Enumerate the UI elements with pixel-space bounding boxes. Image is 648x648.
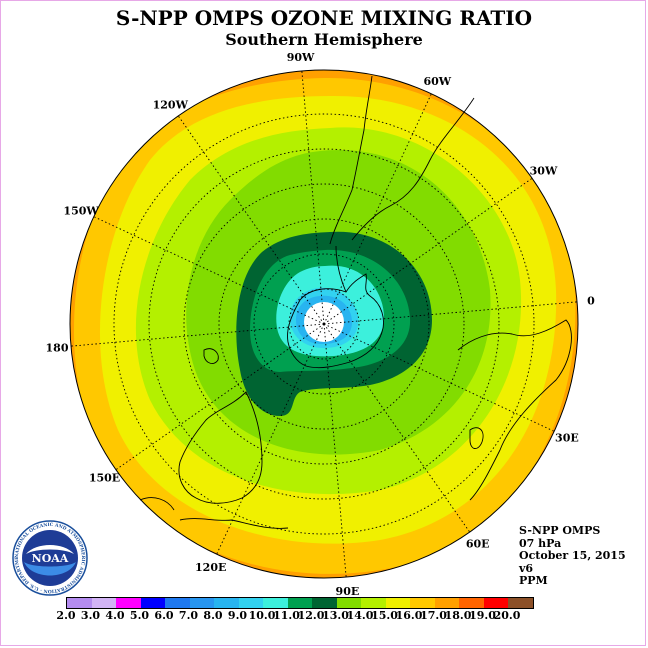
- colorbar-tick-label: 14.0: [346, 609, 374, 622]
- colorbar-tick-label: 9.0: [227, 609, 248, 622]
- colorbar-tick-label: 10.0: [248, 609, 276, 622]
- colorbar-tick-label: 11.0: [273, 609, 300, 622]
- map-title: S-NPP OMPS OZONE MIXING RATIO: [115, 6, 533, 30]
- colorbar-tick-label: 12.0: [297, 609, 325, 622]
- colorbar-tick-label: 4.0: [105, 609, 125, 622]
- colorbar-segment: [336, 598, 361, 608]
- info-level: 07 hPa: [519, 536, 562, 550]
- pole-hole: [304, 302, 344, 342]
- info-units: PPM: [519, 574, 548, 587]
- longitude-label: 60E: [466, 538, 490, 551]
- colorbar-segment: [214, 598, 239, 608]
- longitude-label: 30E: [555, 431, 579, 444]
- colorbar-tick-label: 6.0: [154, 609, 174, 622]
- colorbar-segment: [165, 598, 190, 608]
- colorbar-segment: [238, 598, 263, 608]
- antarctic-peninsula: [335, 245, 347, 293]
- info-version: v6: [519, 561, 534, 575]
- map-boundary: [69, 69, 579, 579]
- colorbar-tick-label: 7.0: [178, 609, 199, 622]
- new-zealand: [203, 348, 219, 364]
- longitude-label: 0: [587, 295, 595, 308]
- colorbar-segment: [287, 598, 312, 608]
- colorbar-tick-label: 15.0: [371, 609, 398, 622]
- south-america-east: [351, 97, 475, 241]
- longitude-labels: 90W 60W 30W 0 30E 60E 90E 120E 150E 180 150W 120W: [46, 51, 596, 598]
- new-guinea: [139, 497, 175, 511]
- longitude-label: 150E: [89, 472, 120, 485]
- colorbar-segment: [483, 598, 508, 608]
- colorbar-tick-label: 8.0: [203, 609, 223, 622]
- longitude-label: 150W: [63, 205, 99, 218]
- noaa-logo-icon: NOAA NATIONAL OCEANIC AND ATMOSPHERIC AD…: [12, 520, 88, 596]
- info-date: October 15, 2015: [519, 549, 626, 562]
- colorbar-tick-label: 19.0: [469, 609, 496, 622]
- colorbar-segment: [312, 598, 337, 608]
- colorbar-segment: [67, 598, 92, 608]
- colorbar-segment: [410, 598, 435, 608]
- longitude-label: 120E: [195, 561, 226, 574]
- colorbar-tick-label: 13.0: [322, 609, 349, 622]
- colorbar-tick-label: 18.0: [444, 609, 472, 622]
- coastlines: [139, 75, 572, 529]
- colorbar: [66, 597, 534, 609]
- antarctica-coast: [287, 273, 384, 369]
- south-america-coast: [329, 75, 373, 245]
- longitude-label: 30W: [530, 164, 558, 177]
- colorbar-segment: [91, 598, 116, 608]
- colorbar-segment: [508, 598, 533, 608]
- logo-text: NOAA: [32, 552, 69, 565]
- colorbar-tick-label: 3.0: [80, 609, 101, 622]
- colorbar-segment: [116, 598, 141, 608]
- info-block: S-NPP OMPS 07 hPa October 15, 2015 v6 PP…: [519, 524, 626, 588]
- colorbar-segment: [189, 598, 214, 608]
- colorbar-ticks: 2.0 3.0 4.0 5.0 6.0 7.0 8.0 9.0 10.0 11.0 12.0 13.0…: [0, 609, 648, 623]
- colorbar-segment: [263, 598, 288, 608]
- colorbar-tick-label: 5.0: [129, 609, 150, 622]
- longitude-label: 90E: [336, 585, 360, 598]
- indonesia-islands: [179, 518, 289, 529]
- colorbar-segment: [434, 598, 459, 608]
- colorbar-segment: [459, 598, 484, 608]
- longitude-label: 120W: [153, 99, 189, 112]
- colorbar-tick-label: 17.0: [420, 609, 447, 622]
- colorbar-segment: [385, 598, 410, 608]
- colorbar-tick-label: 16.0: [395, 609, 423, 622]
- colorbar-segment: [140, 598, 165, 608]
- madagascar: [469, 427, 484, 449]
- longitude-label: 60W: [423, 75, 451, 88]
- longitude-label: 180: [46, 341, 69, 354]
- colorbar-tick-label: 20.0: [493, 609, 521, 622]
- australia-coast: [178, 391, 263, 504]
- map-subtitle: Southern Hemisphere: [225, 30, 423, 49]
- longitude-label: 90W: [287, 51, 315, 64]
- colorbar-segment: [361, 598, 386, 608]
- info-instrument: S-NPP OMPS: [519, 524, 601, 537]
- africa-coast: [457, 319, 572, 501]
- colorbar-tick-label: 2.0: [56, 609, 76, 622]
